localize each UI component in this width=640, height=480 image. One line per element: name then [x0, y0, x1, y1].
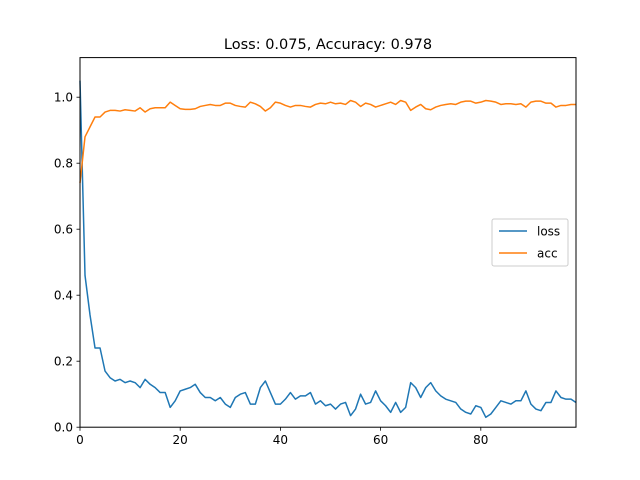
- x-tick-label: 60: [373, 433, 388, 447]
- legend: loss acc: [491, 218, 569, 267]
- loss-series-line: [79, 80, 577, 419]
- ticks-layer: 0 20 40 60 80 0.0 0.2 0.4 0.6 0.8 1.0: [54, 91, 489, 448]
- x-tick-label: 20: [173, 433, 188, 447]
- chart-title: Loss: 0.075, Accuracy: 0.978: [224, 37, 432, 53]
- x-tick-label: 0: [76, 433, 84, 447]
- x-tick-label: 80: [473, 433, 488, 447]
- x-tick-label: 40: [273, 433, 288, 447]
- y-tick-label: 0.6: [54, 223, 73, 237]
- y-tick-label: 0.8: [54, 157, 73, 171]
- y-tick-label: 0.2: [54, 355, 73, 369]
- y-tick-label: 0.0: [54, 421, 73, 435]
- y-tick-label: 0.4: [54, 289, 73, 303]
- legend-loss-label: loss: [537, 225, 560, 239]
- series-layer: [79, 80, 577, 419]
- plot-frame: [79, 57, 577, 428]
- acc-series-line: [79, 99, 576, 184]
- legend-acc-label: acc: [537, 247, 558, 261]
- y-tick-label: 1.0: [54, 91, 73, 105]
